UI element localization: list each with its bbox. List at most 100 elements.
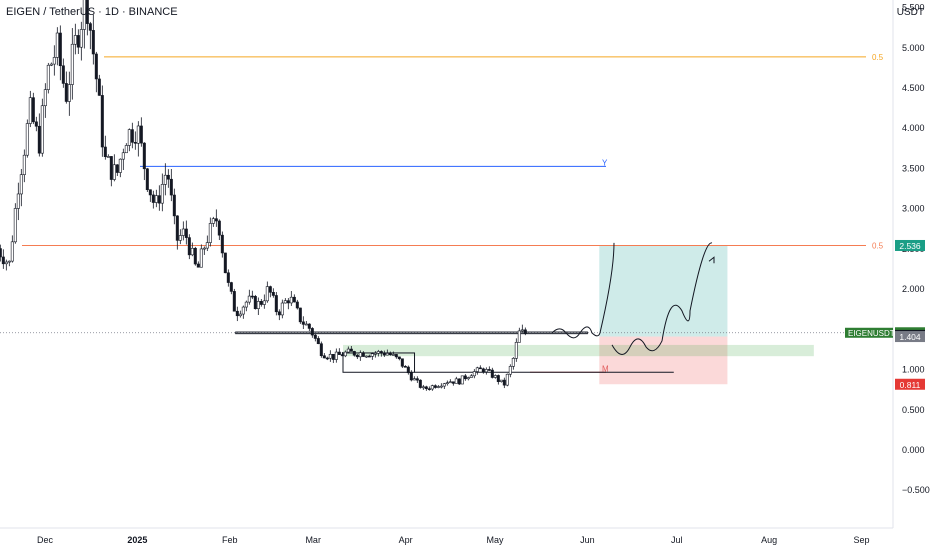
candle-body [58,32,62,67]
candle-body [328,353,332,359]
candle-body [490,369,494,378]
candle-body [514,341,518,359]
candle-body [34,121,38,127]
candle-body [172,194,176,217]
candle-body [49,63,53,66]
candle-body [340,354,344,357]
range-box [235,331,588,335]
candle-body [508,366,512,375]
x-tick-label: Jul [671,535,683,545]
candle-body [409,372,413,381]
candle-body [184,228,188,238]
candle-body [496,375,500,382]
candle-body [97,78,101,96]
candle-body [139,125,143,144]
candle-body [262,300,266,305]
candle-body [430,385,434,390]
candle-body [517,330,521,343]
candle-body [283,300,287,304]
y-tick-label: 0.000 [902,445,925,455]
candle-body [64,83,68,102]
x-tick-label: Feb [222,535,238,545]
projection-path [551,242,615,339]
candle-body [448,381,452,384]
y-tick-label: 4.000 [902,123,925,133]
target-zone [599,245,728,337]
candle-body [115,164,119,173]
price-label-bg [895,239,925,251]
candle-body [79,29,83,48]
candle-body [466,377,470,380]
candle-body [337,351,341,355]
candles [0,0,527,391]
candle-body [1,256,5,265]
candle-body [478,367,482,370]
candle-body [157,195,161,204]
candle-body [223,252,227,274]
candle-body [229,282,233,292]
level-label: Y [602,158,608,167]
candle-body [343,351,347,357]
candle-body [415,378,419,381]
level-label: 0.5 [872,53,884,62]
candle-body [187,237,191,256]
candle-body [511,358,515,367]
x-tick-label: Sep [854,535,870,545]
candle-body [487,369,491,371]
candle-body [178,235,182,241]
candle-body [88,23,92,31]
candle-body [70,43,74,85]
projection-path-alt [611,242,713,355]
candle-body [133,142,137,144]
candle-body [82,0,86,30]
x-tick-label: Apr [399,535,413,545]
y-tick-label: 4.500 [902,83,925,93]
candle-body [124,145,128,154]
candle-body [481,368,485,373]
candle-body [259,301,263,305]
candle-body [433,385,437,388]
candle-body [439,385,443,388]
candle-body [334,351,338,360]
candle-body [451,381,455,384]
candle-body [43,89,47,107]
candle-body [91,30,95,55]
candle-body [394,354,398,358]
candle-body [295,301,299,309]
y-tick-label: 3.500 [902,163,925,173]
candle-body [256,301,260,310]
y-tick-label: −0.500 [902,485,930,495]
currency-label: USDT [896,7,924,18]
candle-body [316,338,320,345]
candle-body [370,353,374,357]
price-label-bg [895,331,925,343]
candle-body [319,343,323,357]
candle-body [502,379,506,386]
candle-body [523,329,527,334]
x-tick-label: 2025 [127,535,147,545]
candle-body [199,248,203,268]
symbol-price-tag: EIGENUSDT [845,327,895,338]
price-label: 0.811 [900,380,921,390]
candle-body [301,321,305,325]
candle-body [322,355,326,359]
y-tick-label: 2.000 [902,284,925,294]
candle-body [40,105,44,154]
candle-body [385,353,389,356]
x-tick-label: Aug [761,535,777,545]
candle-body [241,306,245,315]
candle-body [493,375,497,378]
candle-body [235,310,239,317]
candle-body [169,178,173,196]
candle-body [376,351,380,354]
candle-body [304,323,308,326]
candle-body [349,348,353,352]
price-label-bg [895,378,925,390]
candle-body [28,97,32,124]
y-tick-label: 1.000 [902,365,925,375]
candle-body [250,295,254,298]
candle-body [346,348,350,353]
candle-body [145,168,149,191]
